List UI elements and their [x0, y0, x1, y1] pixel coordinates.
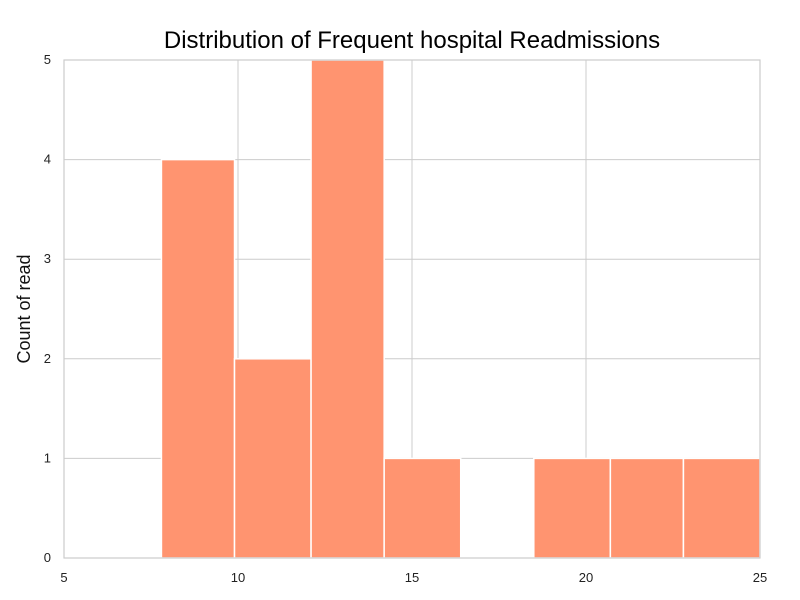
y-axis-label: Count of read: [14, 254, 34, 363]
tick-labels: 5 10 15 20 25 0 1 2 3 4 5: [44, 52, 767, 585]
x-tick-label: 5: [60, 570, 67, 585]
y-tick-label: 1: [44, 450, 51, 465]
x-tick-label: 15: [405, 570, 419, 585]
histogram-bar: [533, 457, 612, 559]
y-tick-label: 2: [44, 351, 51, 366]
y-tick-label: 5: [44, 52, 51, 67]
x-tick-label: 10: [231, 570, 245, 585]
y-tick-label: 4: [44, 152, 51, 167]
histogram-bar: [383, 457, 462, 559]
histogram-bar: [310, 59, 385, 559]
histogram-bars: [160, 59, 761, 559]
histogram-bar: [682, 457, 761, 559]
chart-title: Distribution of Frequent hospital Readmi…: [163, 27, 661, 54]
y-tick-label: 0: [44, 550, 51, 565]
histogram-bar: [609, 457, 685, 559]
histogram-bar: [233, 358, 312, 559]
histogram-bar: [160, 158, 236, 559]
x-tick-label: 25: [753, 570, 767, 585]
plot-frame: [63, 59, 761, 559]
y-tick-label: 3: [44, 251, 51, 266]
x-tick-label: 20: [579, 570, 593, 585]
